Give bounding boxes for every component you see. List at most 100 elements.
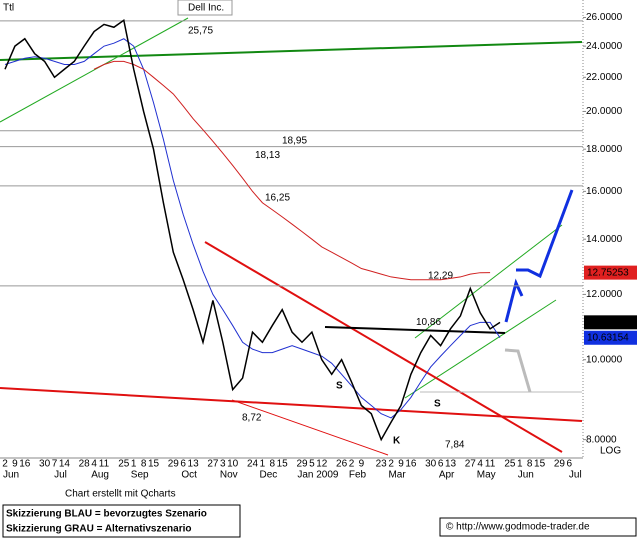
month-label: Jun (518, 470, 534, 481)
y-tick-label: 20.0000 (586, 106, 623, 117)
trend-line (0, 387, 583, 422)
moving-average (93, 60, 491, 281)
y-tick-label: 12.0000 (586, 289, 623, 300)
x-tick-label: 29 (168, 459, 180, 470)
x-tick-label: 11 (99, 459, 110, 470)
moving-average (4, 38, 501, 419)
level-label: 16,25 (265, 192, 290, 203)
month-label: Mar (388, 470, 406, 481)
month-label: Jul (54, 470, 67, 481)
x-tick-label: 1 (131, 459, 137, 470)
chart-title: Dell Inc. (188, 3, 224, 14)
level-label: 25,75 (188, 26, 213, 37)
month-label: Jun (3, 470, 19, 481)
pattern-mark: K (393, 436, 401, 447)
x-tick-label: 30 (39, 459, 51, 470)
month-label: Oct (181, 470, 197, 481)
x-tick-label: 16 (405, 459, 417, 470)
trend-line (0, 41, 583, 61)
legend-box (2, 504, 241, 538)
y-tick-label: 16.0000 (586, 186, 623, 197)
level-label: 18,13 (255, 150, 280, 161)
trend-line (404, 299, 557, 399)
x-tick-label: 13 (445, 459, 457, 470)
credit: © http://www.godmode-trader.de (446, 522, 590, 533)
x-tick-label: 7 (52, 459, 58, 470)
annotation: 10,86 (416, 317, 441, 328)
y-tick-label: 26.0000 (586, 12, 623, 23)
level-label: 12,29 (428, 270, 453, 281)
x-tick-label: 1 (260, 459, 266, 470)
x-tick-label: 11 (485, 459, 496, 470)
x-tick-label: 15 (148, 459, 160, 470)
annotation: 8,72 (242, 412, 262, 423)
price-box (584, 265, 637, 280)
scale-label: LOG (600, 446, 621, 457)
x-tick-label: 26 (336, 459, 348, 470)
x-tick-label: 24 (247, 459, 259, 470)
x-tick-label: 8 (527, 459, 533, 470)
x-tick-label: 30 (425, 459, 437, 470)
x-tick-label: 23 (376, 459, 388, 470)
month-label: Feb (349, 470, 367, 481)
x-tick-label: 4 (91, 459, 97, 470)
x-tick-label: 29 (296, 459, 308, 470)
x-tick-label: 14 (59, 459, 71, 470)
month-label: Apr (439, 470, 455, 481)
month-label: Jul (569, 470, 582, 481)
x-tick-label: 6 (180, 459, 186, 470)
legend-note: Skizzierung BLAU = bevorzugtes Szenario (6, 509, 207, 520)
title-box (177, 0, 233, 16)
x-tick-label: 28 (79, 459, 91, 470)
x-tick-label: 8 (141, 459, 147, 470)
x-tick-label: 10 (227, 459, 239, 470)
month-label: Dec (260, 470, 278, 481)
legend-note: Skizzierung GRAU = Alternativszenario (6, 524, 192, 535)
y-tick-label: 18.0000 (586, 144, 623, 155)
trend-line (324, 326, 506, 334)
x-tick-label: 3 (220, 459, 226, 470)
x-tick-label: 25 (504, 459, 516, 470)
x-tick-label: 6 (438, 459, 444, 470)
x-tick-label: 15 (277, 459, 289, 470)
level-label: 18,95 (282, 135, 307, 146)
x-tick-label: 16 (19, 459, 31, 470)
credit-box (439, 517, 637, 537)
price-line (4, 18, 501, 442)
trend-line (0, 17, 189, 123)
y-tick-label: 14.0000 (586, 234, 623, 245)
x-tick-label: 5 (309, 459, 315, 470)
footer-note: Chart erstellt mit Qcharts (65, 489, 176, 500)
alt-scenario (504, 348, 532, 393)
y-tick-label: 10.0000 (586, 354, 623, 365)
x-tick-label: 4 (477, 459, 483, 470)
main-scenario (516, 189, 574, 279)
x-tick-label: 9 (12, 459, 18, 470)
drawings (0, 17, 583, 456)
x-tick-label: 9 (398, 459, 404, 470)
price-box (584, 330, 637, 345)
x-tick-label: 25 (118, 459, 130, 470)
pattern-mark: S (336, 381, 343, 392)
annotation: 7,84 (445, 440, 465, 451)
x-tick-label: 2 (388, 459, 394, 470)
price-box (584, 315, 637, 330)
x-tick-label: 13 (188, 459, 200, 470)
x-tick-label: 27 (465, 459, 477, 470)
x-tick-label: 1 (517, 459, 523, 470)
x-tick-label: 2 (349, 459, 355, 470)
price-label: 10.63154 (587, 332, 629, 343)
x-tick-label: 12 (316, 459, 328, 470)
trend-line (231, 399, 389, 456)
x-tick-label: 8 (270, 459, 276, 470)
x-tick-label: 27 (207, 459, 219, 470)
corner-label: Ttl (3, 3, 14, 14)
month-label: Aug (91, 470, 109, 481)
price-label: 12.75253 (587, 267, 629, 278)
y-tick-label: 24.0000 (586, 41, 623, 52)
x-tick-label: 9 (359, 459, 365, 470)
pattern-mark: S (434, 399, 441, 410)
trend-line (414, 224, 563, 339)
